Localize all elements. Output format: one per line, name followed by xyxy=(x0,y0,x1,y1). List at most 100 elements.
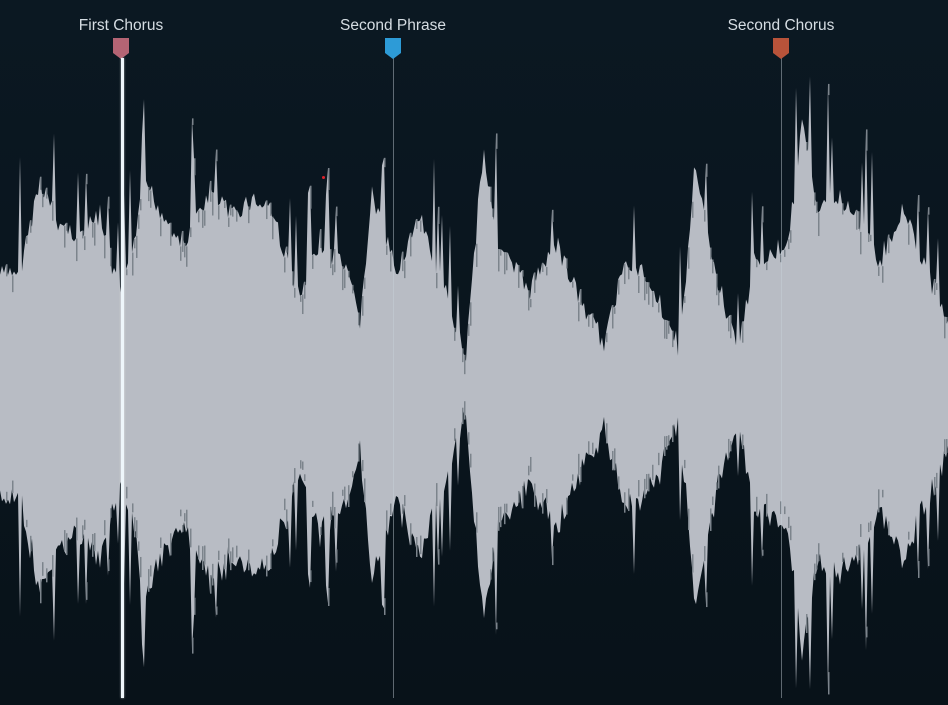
marker-line xyxy=(393,58,394,698)
marker-label[interactable]: Second Phrase xyxy=(340,17,446,34)
waveform-shade xyxy=(404,260,406,279)
waveform-shade xyxy=(646,474,648,490)
waveform-shade xyxy=(420,220,422,232)
waveform-shade xyxy=(108,559,110,572)
marker-flag-shape xyxy=(773,38,789,59)
waveform-shade xyxy=(666,320,668,339)
waveform-shade xyxy=(438,206,440,224)
waveform-shade xyxy=(272,539,274,547)
waveform-shade xyxy=(84,236,86,251)
waveform-shade xyxy=(212,563,214,586)
waveform-shade xyxy=(332,264,334,276)
waveform-shade xyxy=(64,530,66,552)
waveform-shade xyxy=(712,259,714,274)
waveform-shade xyxy=(304,474,306,482)
waveform-shade xyxy=(648,473,650,492)
waveform-shade xyxy=(528,465,530,476)
waveform-shade xyxy=(882,489,884,498)
waveform-shade xyxy=(386,510,388,531)
waveform-shade xyxy=(684,296,686,303)
waveform-shade xyxy=(462,348,464,363)
waveform-shade xyxy=(878,266,880,276)
waveform-shade xyxy=(546,489,548,503)
waveform-shade xyxy=(866,626,868,638)
waveform-shade xyxy=(310,185,312,209)
waveform-shade xyxy=(476,512,478,533)
waveform-shade xyxy=(498,506,500,531)
waveform-shade xyxy=(40,579,42,604)
waveform-body xyxy=(0,76,948,691)
waveform-shade xyxy=(416,219,418,229)
waveform-shade xyxy=(496,622,498,630)
waveform-shade xyxy=(518,490,520,503)
waveform-shade xyxy=(766,493,768,517)
waveform-shade xyxy=(928,207,930,215)
waveform-shade xyxy=(46,187,48,199)
waveform-shade xyxy=(490,569,492,580)
waveform-shade xyxy=(270,553,272,570)
waveform-shade xyxy=(492,208,494,217)
marker-label[interactable]: Second Chorus xyxy=(727,17,835,34)
waveform-shade xyxy=(552,209,554,222)
waveform-shade xyxy=(806,614,808,634)
waveform-shade xyxy=(790,525,792,541)
waveform-shade xyxy=(658,303,660,313)
cursor-dot xyxy=(322,176,325,179)
waveform-shade xyxy=(866,129,868,151)
waveform-shade xyxy=(52,200,54,221)
waveform-shade xyxy=(52,555,54,577)
waveform-shade xyxy=(468,323,470,336)
waveform-shade xyxy=(198,545,200,560)
waveform-shade xyxy=(302,294,304,315)
marker-flag-icon[interactable] xyxy=(385,38,401,60)
waveform-shade xyxy=(390,503,392,515)
waveform-shade xyxy=(492,547,494,562)
waveform-shade xyxy=(566,497,568,515)
waveform-shade xyxy=(86,582,88,600)
waveform-shade xyxy=(404,495,406,507)
waveform-shade xyxy=(270,202,272,216)
waveform-shade xyxy=(300,460,302,469)
waveform-shade xyxy=(46,568,48,583)
waveform-shade xyxy=(12,275,14,293)
waveform-shade xyxy=(788,516,790,529)
waveform-shade xyxy=(704,209,706,222)
waveform-shade xyxy=(882,266,884,283)
waveform-shade xyxy=(184,513,186,522)
waveform-shade xyxy=(606,332,608,343)
waveform-shade xyxy=(946,439,948,453)
marker-flag-icon[interactable] xyxy=(773,38,789,60)
marker-flag-icon[interactable] xyxy=(113,38,129,60)
waveform-shade xyxy=(228,217,230,227)
waveform-shade xyxy=(860,524,862,537)
waveform-shade xyxy=(134,517,136,538)
waveform-shade xyxy=(218,550,220,560)
waveform-shade xyxy=(888,521,890,536)
waveform-shade xyxy=(104,520,106,536)
waveform-shade xyxy=(668,435,670,446)
waveform-shade xyxy=(42,193,44,208)
waveform-shade xyxy=(352,471,354,478)
waveform-shade xyxy=(180,509,182,517)
waveform-shade xyxy=(672,425,674,443)
waveform-shade xyxy=(76,517,78,541)
waveform-shade xyxy=(402,504,404,514)
waveform-shade xyxy=(870,234,872,242)
waveform-shade xyxy=(284,498,286,511)
waveform-shade xyxy=(858,211,860,229)
waveform-shade xyxy=(210,575,212,594)
waveform-shade xyxy=(842,552,844,563)
waveform-shade xyxy=(384,598,386,615)
waveform-shade xyxy=(140,556,142,578)
waveform-shade xyxy=(588,441,590,455)
playhead[interactable] xyxy=(121,58,124,698)
waveform-shade xyxy=(692,201,694,218)
waveform-shade xyxy=(878,489,880,513)
waveform-shade xyxy=(64,225,66,248)
waveform-shade xyxy=(410,523,412,545)
waveform-shade xyxy=(762,206,764,223)
marker-label[interactable]: First Chorus xyxy=(78,17,164,34)
waveform-shade xyxy=(870,521,872,531)
